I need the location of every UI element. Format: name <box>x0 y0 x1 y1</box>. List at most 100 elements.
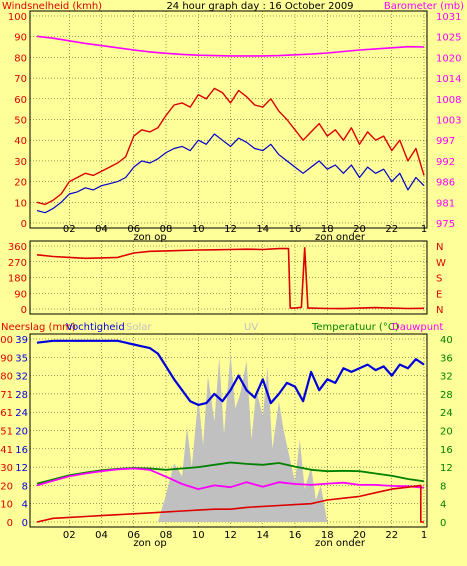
y-tick-label: 10 <box>14 198 27 209</box>
y2-tick-label: 16 <box>440 445 453 456</box>
y2-tick-label: 986 <box>436 178 455 189</box>
solar-label: Solar <box>126 322 152 333</box>
y2-tick-label: W <box>436 258 446 269</box>
y-tick-label: 80 <box>14 53 27 64</box>
y2-tick-label: 32 <box>440 372 453 383</box>
y2-tick-label: 1020 <box>436 53 461 64</box>
x-tick-label: 08 <box>160 530 173 541</box>
x-tick-label: 02 <box>63 224 76 235</box>
x-tick-label: 06 <box>127 224 140 235</box>
x-tick-label: 12 <box>224 224 237 235</box>
y-inner-tick-label: 28 <box>15 390 28 401</box>
y-tick-label: 41 <box>0 445 13 456</box>
x-tick-label: 20 <box>353 530 366 541</box>
baro-axis-label: Barometer (mb) <box>384 1 464 12</box>
y-tick-label: 20 <box>14 178 27 189</box>
chart-title: 24 hour graph day : 16 October 2009 <box>166 1 353 12</box>
x-tick-label: 18 <box>321 530 334 541</box>
dewpoint-line <box>36 467 425 491</box>
x-tick-label: 08 <box>160 224 173 235</box>
y-tick-label: 180 <box>8 274 27 285</box>
y2-tick-label: 40 <box>440 335 453 346</box>
y-tick-label: 30 <box>0 463 13 474</box>
y2-tick-label: 0 <box>440 518 446 529</box>
barometer-line <box>36 35 425 57</box>
y-tick-label: 90 <box>14 289 27 300</box>
y-tick-label: 90 <box>14 33 27 44</box>
uv-label: UV <box>244 322 258 333</box>
sunrise-label-top: zon op <box>133 232 166 243</box>
y2-tick-label: 1008 <box>436 95 461 106</box>
x-tick-label: 22 <box>385 530 398 541</box>
y-tick-label: 100 <box>0 335 13 346</box>
x-tick-label: 10 <box>192 224 205 235</box>
y-tick-label: 90 <box>0 353 13 364</box>
sunset-label-top: zon onder <box>315 232 366 243</box>
rain-axis-label: Neerslag (mm) <box>1 322 76 333</box>
x-tick-label: 16 <box>289 530 302 541</box>
x-tick-label: 06 <box>127 530 140 541</box>
y-inner-tick-label: 32 <box>15 372 28 383</box>
x-tick-label: 1 <box>421 530 427 541</box>
dewpoint-label: Dauwpunt <box>392 322 443 333</box>
y2-tick-label: N <box>436 305 443 316</box>
y-tick-label: 40 <box>14 136 27 147</box>
y2-tick-label: 975 <box>436 219 455 230</box>
y2-tick-label: 20 <box>440 427 453 438</box>
y-tick-label: 360 <box>8 242 27 253</box>
y-tick-label: 60 <box>14 95 27 106</box>
wind-gust-line <box>36 133 425 214</box>
x-tick-label: 14 <box>256 530 269 541</box>
y-inner-tick-label: 0 <box>22 518 28 529</box>
y-tick-label: 0 <box>7 518 13 529</box>
humidity-line <box>36 339 425 406</box>
y-inner-tick-label: 8 <box>22 481 28 492</box>
y-tick-label: 270 <box>8 258 27 269</box>
y-inner-tick-label: 12 <box>15 463 28 474</box>
y2-tick-label: N <box>436 242 443 253</box>
y2-tick-label: 12 <box>440 463 453 474</box>
y-tick-label: 51 <box>0 427 13 438</box>
x-tick-label: 16 <box>289 224 302 235</box>
y-tick-label: 0 <box>21 305 27 316</box>
y2-tick-label: 1014 <box>436 74 461 85</box>
y-inner-tick-label: 20 <box>15 427 28 438</box>
y-tick-label: 20 <box>0 481 13 492</box>
y-tick-label: 0 <box>21 219 27 230</box>
x-tick-label: 04 <box>95 224 108 235</box>
sunrise-label-bottom: zon op <box>133 538 166 549</box>
y2-tick-label: 1025 <box>436 33 461 44</box>
wind-axis-label: Windsnelheid (kmh) <box>2 1 102 12</box>
x-tick-label: 18 <box>321 224 334 235</box>
y2-tick-label: 1031 <box>436 12 461 23</box>
y2-tick-label: 28 <box>440 390 453 401</box>
y-inner-tick-label: 4 <box>22 500 28 511</box>
y2-tick-label: 36 <box>440 353 453 364</box>
wind-speed-line <box>36 87 425 206</box>
y2-tick-label: S <box>436 274 442 285</box>
y2-tick-label: 997 <box>436 136 455 147</box>
y2-tick-label: 992 <box>436 157 455 168</box>
x-tick-label: 02 <box>63 530 76 541</box>
y-inner-tick-label: 24 <box>15 408 28 419</box>
y-tick-label: 71 <box>0 390 13 401</box>
y-inner-tick-label: 35 <box>15 353 28 364</box>
sunset-label-bottom: zon onder <box>315 538 366 549</box>
rain-line <box>36 484 424 523</box>
solar-area <box>37 353 424 522</box>
x-tick-label: 10 <box>192 530 205 541</box>
wind-direction-line <box>36 247 425 310</box>
y2-tick-label: 4 <box>440 500 446 511</box>
x-tick-label: 20 <box>353 224 366 235</box>
x-tick-label: 12 <box>224 530 237 541</box>
y2-tick-label: 8 <box>440 481 446 492</box>
y2-tick-label: 981 <box>436 198 455 209</box>
y-tick-label: 61 <box>0 408 13 419</box>
y2-tick-label: 24 <box>440 408 453 419</box>
x-tick-label: 14 <box>256 224 269 235</box>
temperature-axis-label: Temperatuur (°C) <box>311 322 399 333</box>
y2-tick-label: E <box>436 289 442 300</box>
humidity-label: Vochtigheid <box>66 322 125 333</box>
x-tick-label: 04 <box>95 530 108 541</box>
